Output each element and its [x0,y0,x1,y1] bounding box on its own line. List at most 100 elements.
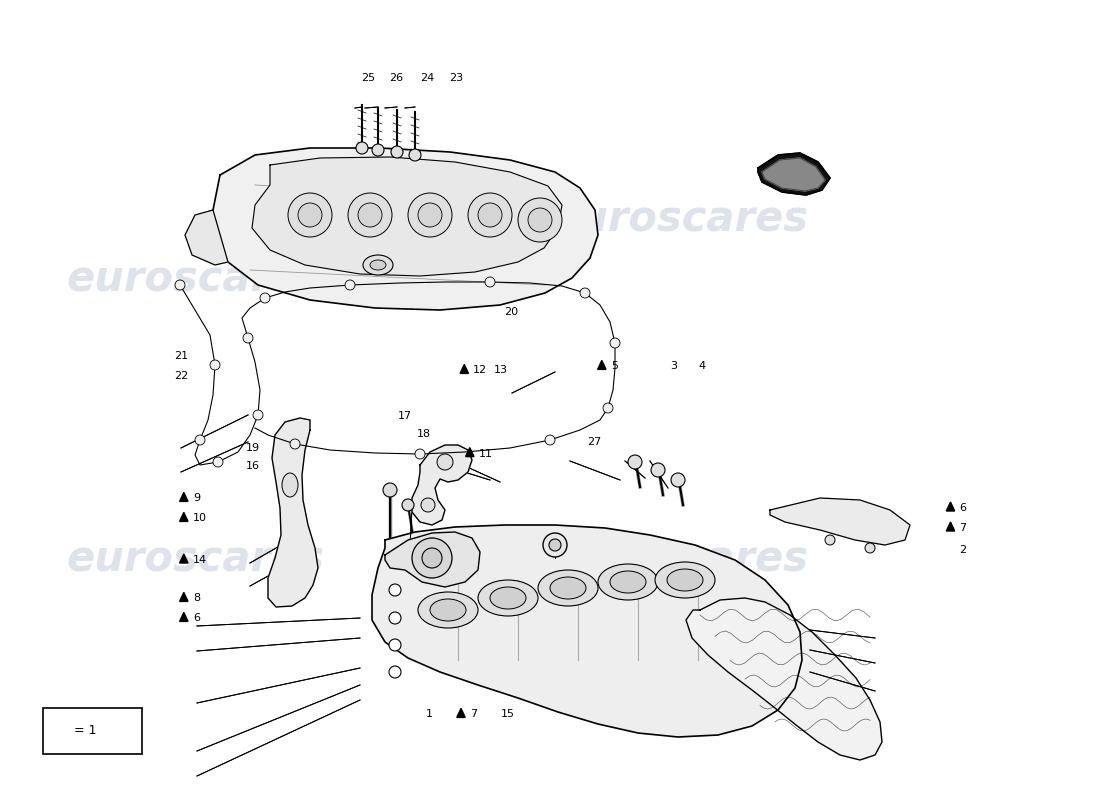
Circle shape [412,538,452,578]
Polygon shape [385,532,480,587]
Polygon shape [185,210,228,265]
Text: 5: 5 [610,362,618,371]
Text: 11: 11 [478,449,493,458]
Polygon shape [762,158,825,191]
Circle shape [603,403,613,413]
FancyBboxPatch shape [43,708,142,754]
Circle shape [243,333,253,343]
Circle shape [409,149,421,161]
Polygon shape [686,598,882,760]
Text: 6: 6 [192,614,200,623]
Circle shape [478,203,502,227]
Text: 12: 12 [473,366,487,375]
Polygon shape [179,592,188,602]
Circle shape [260,293,270,303]
Circle shape [348,193,392,237]
Circle shape [825,535,835,545]
Text: 26: 26 [389,74,403,83]
Ellipse shape [538,570,598,606]
Text: 2: 2 [959,546,966,555]
Circle shape [356,142,369,154]
Ellipse shape [654,562,715,598]
Polygon shape [268,418,318,607]
Polygon shape [946,522,955,531]
Circle shape [421,498,434,512]
Circle shape [408,193,452,237]
Circle shape [543,533,566,557]
Text: 15: 15 [502,710,515,719]
Text: 1: 1 [426,710,432,719]
Polygon shape [56,724,64,733]
Text: 9: 9 [192,494,200,503]
Circle shape [213,457,223,467]
Text: 8: 8 [192,594,200,603]
Polygon shape [465,447,474,457]
Circle shape [865,543,874,553]
Circle shape [383,483,397,497]
Circle shape [389,584,402,596]
Polygon shape [179,512,188,522]
Polygon shape [179,492,188,502]
Circle shape [415,449,425,459]
Circle shape [437,454,453,470]
Text: euroscares: euroscares [551,539,808,581]
Ellipse shape [363,255,393,275]
Polygon shape [758,153,830,195]
Polygon shape [213,148,598,310]
Text: 17: 17 [398,411,411,421]
Circle shape [468,193,512,237]
Text: 22: 22 [175,371,188,381]
Circle shape [389,612,402,624]
Text: 3: 3 [670,362,676,371]
Text: 27: 27 [587,438,601,447]
Text: 19: 19 [246,443,260,453]
Text: 4: 4 [698,362,705,371]
Text: 24: 24 [420,74,433,83]
Circle shape [418,203,442,227]
Ellipse shape [430,599,466,621]
Text: 6: 6 [959,503,967,513]
Text: 21: 21 [175,351,188,361]
Ellipse shape [550,577,586,599]
Ellipse shape [282,473,298,497]
Circle shape [528,208,552,232]
Circle shape [610,338,620,348]
Circle shape [175,280,185,290]
Text: 7: 7 [959,523,967,533]
Ellipse shape [610,571,646,593]
Circle shape [290,439,300,449]
Circle shape [651,463,666,477]
Text: = 1: = 1 [70,725,97,738]
Text: 13: 13 [494,366,507,375]
Text: 7: 7 [470,710,477,719]
Text: 14: 14 [192,555,207,565]
Circle shape [402,499,414,511]
Polygon shape [456,709,465,718]
Circle shape [288,193,332,237]
Circle shape [580,288,590,298]
Polygon shape [179,554,188,563]
Polygon shape [460,365,469,374]
Circle shape [372,144,384,156]
Text: 10: 10 [192,514,207,523]
Polygon shape [597,360,606,370]
Text: euroscares: euroscares [66,259,324,301]
Polygon shape [412,445,472,525]
Text: 20: 20 [505,307,518,317]
Ellipse shape [370,260,386,270]
Polygon shape [372,525,802,737]
Ellipse shape [490,587,526,609]
Polygon shape [946,502,955,511]
Circle shape [195,435,205,445]
Circle shape [671,473,685,487]
Ellipse shape [418,592,478,628]
Circle shape [389,666,402,678]
Circle shape [549,539,561,551]
Polygon shape [179,613,188,622]
Circle shape [628,455,642,469]
Polygon shape [252,157,562,276]
Circle shape [253,410,263,420]
Text: euroscares: euroscares [66,539,324,581]
Ellipse shape [667,569,703,591]
Circle shape [358,203,382,227]
